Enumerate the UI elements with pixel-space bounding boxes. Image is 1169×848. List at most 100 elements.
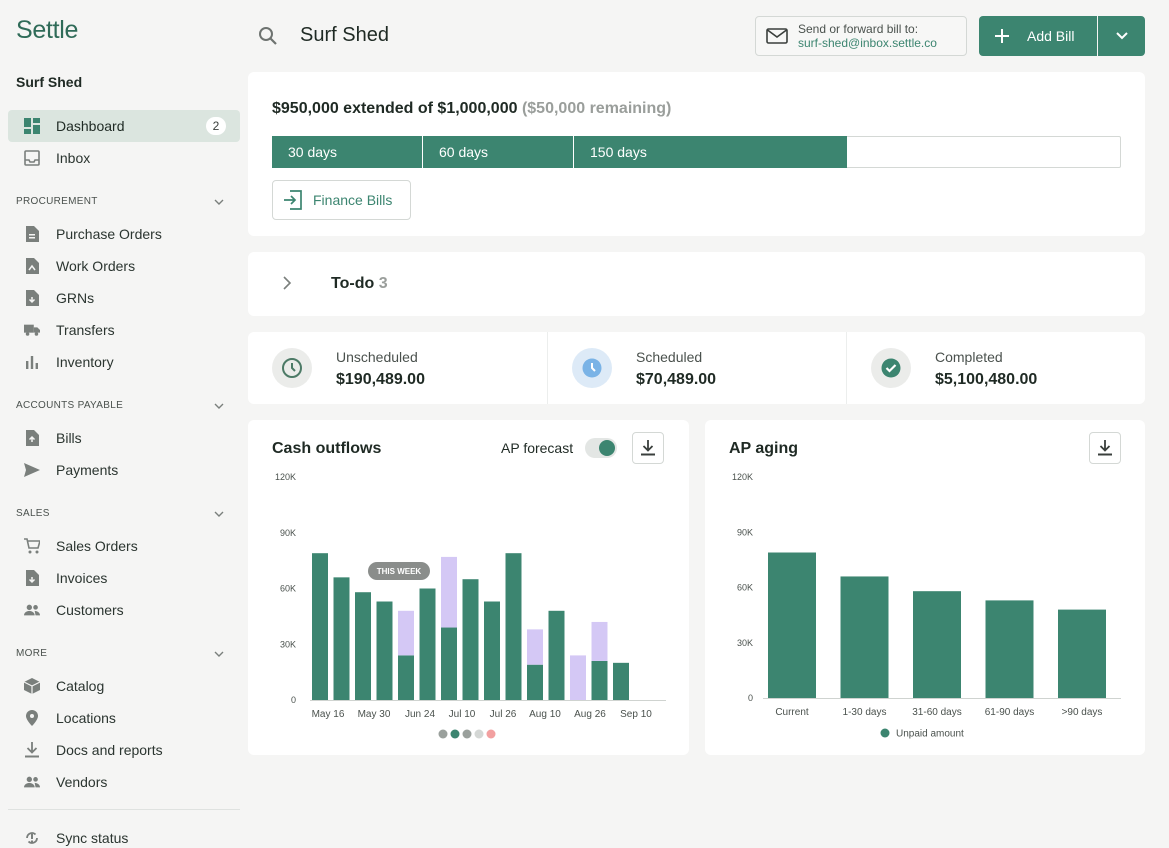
chevron-right-icon[interactable] <box>282 276 292 290</box>
section-sales[interactable]: SALES <box>16 508 224 519</box>
credit-card: $950,000 extended of $1,000,000 ($50,000… <box>248 72 1145 236</box>
y-tick-label: 90K <box>280 528 296 538</box>
sidebar-item-catalog[interactable]: Catalog <box>8 670 240 702</box>
ap-forecast-label: AP forecast <box>501 440 574 456</box>
sidebar-item-purchase-orders[interactable]: Purchase Orders <box>8 218 240 250</box>
work-order-icon <box>24 258 40 274</box>
sync-icon <box>24 830 40 846</box>
section-procurement[interactable]: PROCUREMENT <box>16 196 224 207</box>
sidebar-item-work-orders[interactable]: Work Orders <box>8 250 240 282</box>
logo[interactable]: Settle <box>16 16 79 44</box>
sidebar-item-inventory[interactable]: Inventory <box>8 346 240 378</box>
bar-actual <box>505 553 522 700</box>
ap-aging-card: AP aging 0 30K 60K 90K 120K Current 1-30 days 3… <box>705 420 1145 755</box>
todo-title: To-do 3 <box>331 275 388 293</box>
stat-value: $190,489.00 <box>336 371 425 388</box>
sidebar-item-vendors[interactable]: Vendors <box>8 766 240 798</box>
sidebar-item-grns[interactable]: GRNs <box>8 282 240 314</box>
sidebar-item-payments[interactable]: Payments <box>8 454 240 486</box>
bar-forecast <box>591 621 608 661</box>
x-tick-label: Jun 24 <box>405 709 435 720</box>
sidebar-item-invoices[interactable]: Invoices <box>8 562 240 594</box>
inbox-icon <box>24 150 40 166</box>
email-hint: Send or forward bill to: <box>798 22 919 36</box>
bar-actual <box>527 664 543 700</box>
sidebar-item-label: Catalog <box>56 678 105 694</box>
section-title: MORE <box>16 648 48 659</box>
y-tick-label: 30K <box>737 638 753 648</box>
section-more[interactable]: MORE <box>16 648 224 659</box>
sidebar-divider <box>8 809 240 810</box>
x-tick-label: 31-60 days <box>912 707 961 718</box>
finance-bills-button[interactable]: Finance Bills <box>272 180 411 220</box>
clock-icon <box>272 348 312 388</box>
x-tick-label: Sep 10 <box>620 709 652 720</box>
download-ap-aging-button[interactable] <box>1089 432 1121 464</box>
sidebar-item-docs-and-reports[interactable]: Docs and reports <box>8 734 240 766</box>
bar-actual <box>376 601 393 700</box>
forward-email-box[interactable]: Send or forward bill to: surf-shed@inbox… <box>755 16 967 56</box>
bar-unpaid <box>840 576 889 698</box>
sidebar-item-customers[interactable]: Customers <box>8 594 240 626</box>
sidebar-item-label: Dashboard <box>56 118 125 134</box>
payment-stats: Unscheduled $190,489.00 Scheduled $70,48… <box>248 332 1145 404</box>
y-tick-label: 0 <box>748 693 753 703</box>
stat-value: $5,100,480.00 <box>935 371 1038 388</box>
sidebar-item-label: Payments <box>56 462 119 478</box>
download-cash-outflows-button[interactable] <box>632 432 664 464</box>
bar-chart-icon <box>24 354 40 370</box>
stat-scheduled[interactable]: Scheduled $70,489.00 <box>548 332 846 404</box>
sidebar-item-label: Invoices <box>56 570 108 586</box>
ap-forecast-toggle[interactable] <box>585 438 617 458</box>
bar-forecast <box>570 655 586 700</box>
cash-outflows-chart: 0 30K 60K 90K 120K THIS WEEK May 16 May 30 Jun 2… <box>275 472 666 739</box>
y-tick-label: 60K <box>737 583 753 593</box>
section-title: PROCUREMENT <box>16 196 98 207</box>
sidebar-item-label: Vendors <box>56 774 108 790</box>
bar-forecast <box>441 556 457 628</box>
bar-actual <box>419 588 436 700</box>
sidebar-item-sales-orders[interactable]: Sales Orders <box>8 530 240 562</box>
add-bill-label: Add Bill <box>1027 28 1075 44</box>
todo-panel[interactable]: To-do 3 <box>248 252 1145 316</box>
invoice-icon <box>24 570 40 586</box>
inbox-email[interactable]: surf-shed@inbox.settle.co <box>798 36 937 50</box>
search-icon[interactable] <box>258 26 278 46</box>
stat-unscheduled[interactable]: Unscheduled $190,489.00 <box>248 332 547 404</box>
this-week-badge <box>368 562 430 580</box>
sidebar-item-label: Docs and reports <box>56 742 163 758</box>
chevron-down-icon <box>1115 32 1128 40</box>
stat-completed[interactable]: Completed $5,100,480.00 <box>847 332 1145 404</box>
bar-forecast <box>527 629 543 665</box>
bar-actual <box>548 610 565 700</box>
pager-dot <box>486 729 496 739</box>
chevron-down-icon <box>214 403 224 409</box>
add-bill-dropdown-button[interactable] <box>1098 16 1145 56</box>
legend-label: Unpaid amount <box>896 729 964 740</box>
ap-aging-chart: 0 30K 60K 90K 120K Current 1-30 days 31-60 days… <box>732 472 1121 740</box>
sidebar-item-locations[interactable]: Locations <box>8 702 240 734</box>
section-accounts-payable[interactable]: ACCOUNTS PAYABLE <box>16 400 224 411</box>
pager-dot <box>450 729 460 739</box>
bar-unpaid <box>1058 609 1106 698</box>
sidebar-item-label: Locations <box>56 710 116 726</box>
stat-value: $70,489.00 <box>636 371 717 388</box>
clock-filled-icon <box>572 348 612 388</box>
finance-bills-label: Finance Bills <box>313 192 393 208</box>
sidebar-item-sync-status[interactable]: Sync status <box>8 822 240 848</box>
add-bill-button[interactable]: Add Bill <box>979 16 1097 56</box>
sidebar-item-bills[interactable]: Bills <box>8 422 240 454</box>
mail-icon <box>766 28 788 44</box>
x-tick-label: Aug 26 <box>574 709 606 720</box>
todo-label: To-do <box>331 275 375 292</box>
grn-icon <box>24 290 40 306</box>
sidebar-item-inbox[interactable]: Inbox <box>8 142 240 174</box>
sidebar-item-dashboard[interactable]: Dashboard 2 <box>8 110 240 142</box>
x-tick-label: Jul 26 <box>490 709 517 720</box>
sidebar-item-transfers[interactable]: Transfers <box>8 314 240 346</box>
pager-dot <box>438 729 448 739</box>
cash-outflows-title: Cash outflows <box>272 440 382 457</box>
this-week-label: THIS WEEK <box>377 567 422 576</box>
bar-unpaid <box>985 600 1034 698</box>
sidebar-item-label: GRNs <box>56 290 95 306</box>
